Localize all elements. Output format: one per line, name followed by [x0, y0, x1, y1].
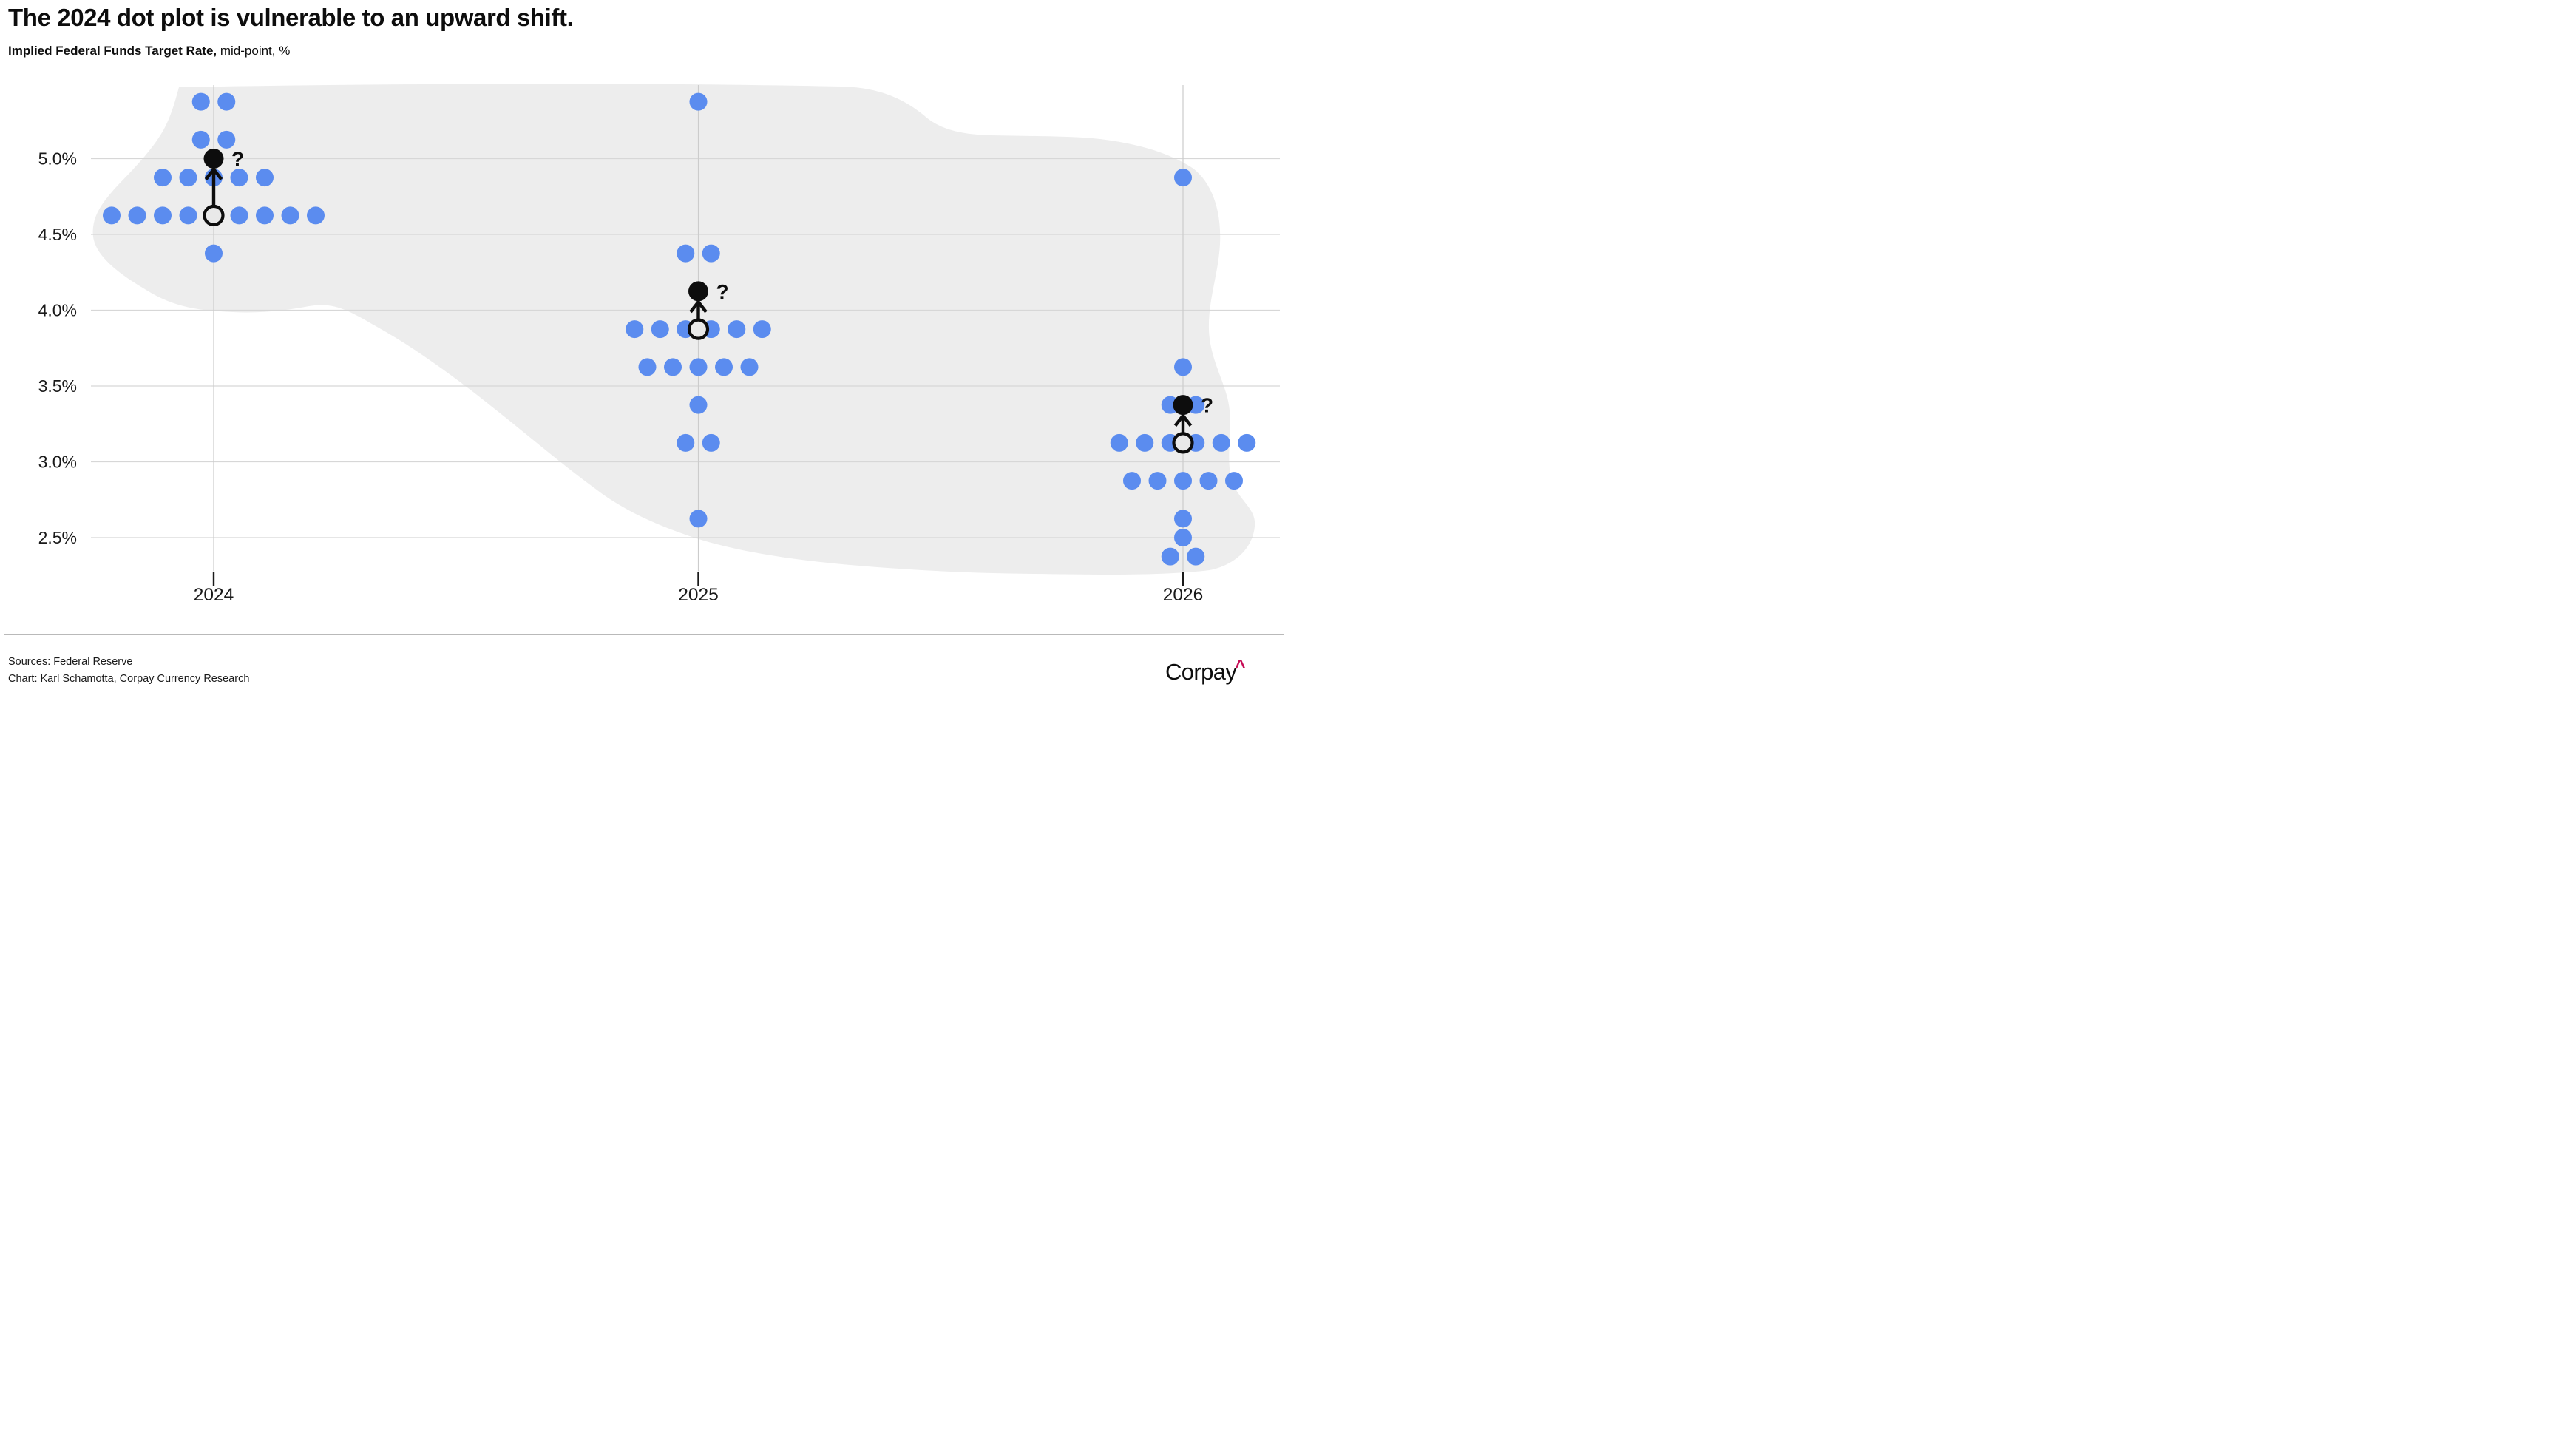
projection-dot — [103, 206, 121, 225]
projection-dot — [689, 396, 708, 414]
projection-dot — [1174, 169, 1192, 187]
projection-dot — [191, 130, 210, 149]
projection-dot — [205, 244, 223, 263]
projection-dot — [1148, 472, 1167, 490]
projection-dot — [740, 358, 759, 376]
x-axis-year-label: 2026 — [1163, 585, 1204, 605]
projection-dot — [191, 92, 210, 111]
corpay-logo-caret-icon: ^ — [1235, 657, 1246, 677]
projection-dot — [256, 206, 274, 225]
projection-dot — [728, 320, 746, 339]
projection-dot — [217, 92, 236, 111]
projection-dot — [715, 358, 733, 376]
projection-dot — [1174, 358, 1192, 376]
subtitle-regular-part: mid-point, % — [217, 44, 291, 58]
dots-and-markers: ??? — [103, 92, 1256, 566]
shift-arrow-head — [1173, 413, 1193, 427]
projection-dot — [689, 92, 708, 111]
question-mark-annotation: ? — [231, 148, 244, 171]
x-axis-year-label: 2024 — [194, 585, 234, 605]
projection-dot — [1174, 510, 1192, 528]
projection-dot — [281, 206, 299, 225]
projection-dot — [689, 510, 708, 528]
sources-line: Sources: Federal Reserve — [8, 656, 133, 668]
projection-dot — [179, 169, 197, 187]
projection-dot — [128, 206, 146, 225]
projection-dot — [179, 206, 197, 225]
x-axis-year-label: 2025 — [678, 585, 719, 605]
chart-credit-line: Chart: Karl Schamotta, Corpay Currency R… — [8, 673, 250, 685]
projection-dot — [753, 320, 771, 339]
projection-dot — [230, 206, 248, 225]
shift-arrow-head — [204, 166, 223, 180]
question-mark-annotation: ? — [1201, 394, 1213, 417]
year-column-2026: ? — [1110, 169, 1256, 566]
chart-subtitle: Implied Federal Funds Target Rate, mid-p… — [8, 44, 290, 58]
projection-dot — [1161, 547, 1179, 566]
projection-dot — [689, 358, 708, 376]
projection-dot — [217, 130, 236, 149]
projection-dot — [1199, 472, 1218, 490]
page-title: The 2024 dot plot is vulnerable to an up… — [8, 4, 574, 31]
median-open-marker — [203, 204, 225, 226]
gridlines — [91, 158, 1280, 538]
median-open-marker — [687, 318, 710, 340]
projection-dot — [154, 206, 172, 225]
median-open-marker — [1172, 432, 1194, 454]
dot-plot-chart: ??? 5.0% 4.5% 4.0% 3.5% 3.0% 2.5% 2024 2025 2026 — [38, 84, 1280, 606]
subtitle-bold-part: Implied Federal Funds Target Rate, — [8, 44, 217, 58]
projection-dot — [651, 320, 669, 339]
year-column-2025: ? — [626, 92, 771, 528]
background-blob-shape — [92, 84, 1255, 575]
footer-credits: Sources: Federal Reserve Chart: Karl Sch… — [8, 654, 249, 688]
projection-dot — [1123, 472, 1141, 490]
y-axis-tick-label: 3.5% — [38, 376, 77, 396]
year-column-2024: ? — [103, 92, 325, 263]
footer-divider — [4, 634, 1284, 635]
possible-shift-black-dot — [688, 281, 708, 302]
projection-dot — [1110, 433, 1128, 452]
projection-dot — [1212, 433, 1230, 452]
projection-dot — [702, 433, 720, 452]
possible-shift-black-dot — [203, 149, 224, 169]
y-axis-tick-label: 3.0% — [38, 453, 77, 472]
possible-shift-black-dot — [1173, 395, 1193, 416]
projection-dot — [664, 358, 682, 376]
shift-arrow-head — [689, 299, 708, 314]
axis-labels: 5.0% 4.5% 4.0% 3.5% 3.0% 2.5% 2024 2025 2026 — [38, 149, 1204, 606]
corpay-logo-text: Corpay — [1165, 659, 1237, 685]
y-axis-tick-label: 4.5% — [38, 225, 77, 244]
question-mark-annotation: ? — [716, 280, 729, 303]
corpay-logo: Corpay^ — [1165, 657, 1284, 686]
projection-dot — [626, 320, 644, 339]
projection-dot — [677, 244, 695, 263]
y-axis-tick-label: 5.0% — [38, 149, 77, 169]
projection-dot — [1174, 529, 1192, 546]
projection-dot — [256, 169, 274, 187]
y-axis-tick-label: 2.5% — [38, 528, 77, 547]
projection-dot — [1225, 472, 1243, 490]
projection-dot — [307, 206, 325, 225]
projection-dot — [1238, 433, 1256, 452]
projection-dot — [638, 358, 657, 376]
projection-dot — [1136, 433, 1154, 452]
projection-dot — [154, 169, 172, 187]
projection-dot — [230, 169, 248, 187]
projection-dot — [702, 244, 720, 263]
y-axis-tick-label: 4.0% — [38, 301, 77, 320]
projection-dot — [677, 433, 695, 452]
projection-dot — [1187, 547, 1205, 566]
projection-dot — [1174, 472, 1192, 490]
